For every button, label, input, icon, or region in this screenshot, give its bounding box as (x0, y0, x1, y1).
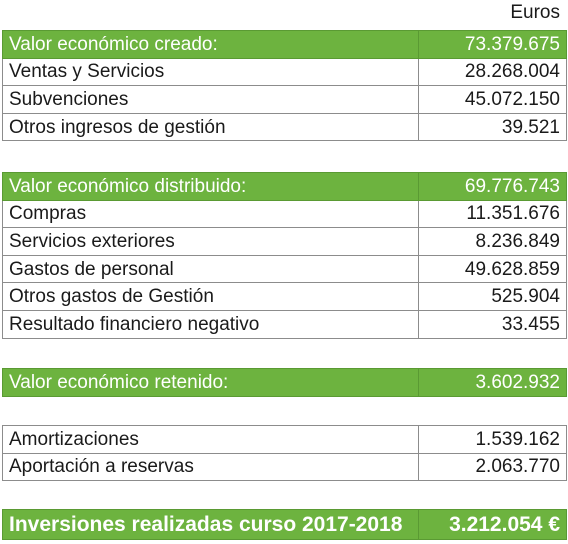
data-row: Gastos de personal 49.628.859 (2, 254, 567, 284)
data-row: Subvenciones 45.072.150 (2, 85, 567, 114)
data-row: Servicios exteriores 8.236.849 (2, 227, 567, 256)
label-cell: Inversiones realizadas curso 2017-2018 (2, 509, 419, 540)
label-cell: Valor económico distribuido: (2, 172, 419, 201)
label-cell: Otros gastos de Gestión (2, 282, 419, 311)
header-row: Valor económico retenido: 3.602.932 (2, 368, 567, 397)
data-row: Otros ingresos de gestión 39.521 (2, 112, 567, 142)
label-cell: Ventas y Servicios (2, 57, 419, 87)
label-cell: Aportación a reservas (2, 452, 419, 482)
value-cell: 45.072.150 (418, 85, 567, 114)
header-row: Valor económico creado: 73.379.675 (2, 30, 567, 59)
label-cell: Valor económico creado: (2, 30, 419, 59)
data-row: Aportación a reservas 2.063.770 (2, 452, 567, 482)
unit-label: Euros (510, 2, 560, 23)
value-cell: 28.268.004 (418, 57, 567, 87)
label-cell: Resultado financiero negativo (2, 309, 419, 339)
label-cell: Valor económico retenido: (2, 368, 419, 397)
data-row: Resultado financiero negativo 33.455 (2, 309, 567, 339)
value-cell: 3.602.932 (418, 368, 567, 397)
value-cell: 39.521 (418, 112, 567, 142)
label-cell: Otros ingresos de gestión (2, 112, 419, 142)
section-table: Valor económico creado: 73.379.675 Ventas … (2, 30, 567, 142)
label-cell: Amortizaciones (2, 425, 419, 454)
section-table: Valor económico distribuido: 69.776.743 Co… (2, 172, 567, 339)
data-row: Amortizaciones 1.539.162 (2, 425, 567, 454)
value-cell: 49.628.859 (418, 254, 567, 284)
section-table: Valor económico retenido: 3.602.932 (2, 368, 567, 397)
value-cell: 69.776.743 (418, 172, 567, 201)
header-row: Inversiones realizadas curso 2017-2018 3.… (2, 509, 567, 540)
label-cell: Gastos de personal (2, 254, 419, 284)
value-cell: 525.904 (418, 282, 567, 311)
value-cell: 73.379.675 (418, 30, 567, 59)
value-cell: 8.236.849 (418, 227, 567, 256)
value-cell: 1.539.162 (418, 425, 567, 454)
label-cell: Compras (2, 199, 419, 229)
section-table: Amortizaciones 1.539.162 Aportación a rese… (2, 425, 567, 482)
value-cell: 3.212.054 € (418, 509, 567, 540)
label-cell: Servicios exteriores (2, 227, 419, 256)
data-row: Ventas y Servicios 28.268.004 (2, 57, 567, 87)
value-cell: 11.351.676 (418, 199, 567, 229)
value-cell: 33.455 (418, 309, 567, 339)
value-cell: 2.063.770 (418, 452, 567, 482)
label-cell: Subvenciones (2, 85, 419, 114)
header-row: Valor económico distribuido: 69.776.743 (2, 172, 567, 201)
data-row: Compras 11.351.676 (2, 199, 567, 229)
data-row: Otros gastos de Gestión 525.904 (2, 282, 567, 311)
section-table: Inversiones realizadas curso 2017-2018 3.… (2, 509, 567, 540)
